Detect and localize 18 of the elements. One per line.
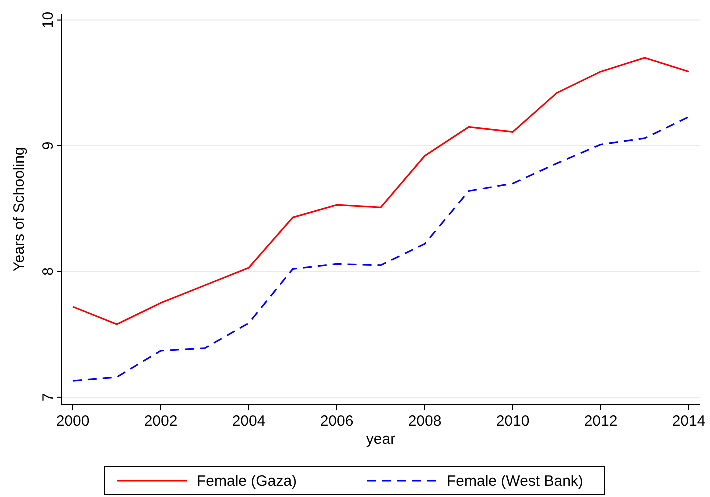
y-tick-label: 7 xyxy=(40,393,57,402)
legend-label: Female (West Bank) xyxy=(447,473,584,490)
y-tick-label: 10 xyxy=(40,12,57,29)
legend-label: Female (Gaza) xyxy=(197,473,298,490)
y-tick-label: 8 xyxy=(40,268,57,276)
x-tick-label: 2014 xyxy=(672,413,706,430)
line-series xyxy=(72,57,690,326)
x-axis-title: year xyxy=(366,431,396,448)
x-tick-label: 2002 xyxy=(144,413,178,430)
x-tick-label: 2000 xyxy=(56,413,90,430)
x-tick-label: 2008 xyxy=(408,413,442,430)
x-tick-label: 2010 xyxy=(496,413,530,430)
y-tick-label: 9 xyxy=(40,142,57,150)
x-tick-label: 2012 xyxy=(584,413,618,430)
y-axis-title: Years of Schooling xyxy=(11,147,28,272)
x-tick-label: 2004 xyxy=(232,413,266,430)
x-tick-label: 2006 xyxy=(320,413,354,430)
line-series xyxy=(72,116,690,382)
